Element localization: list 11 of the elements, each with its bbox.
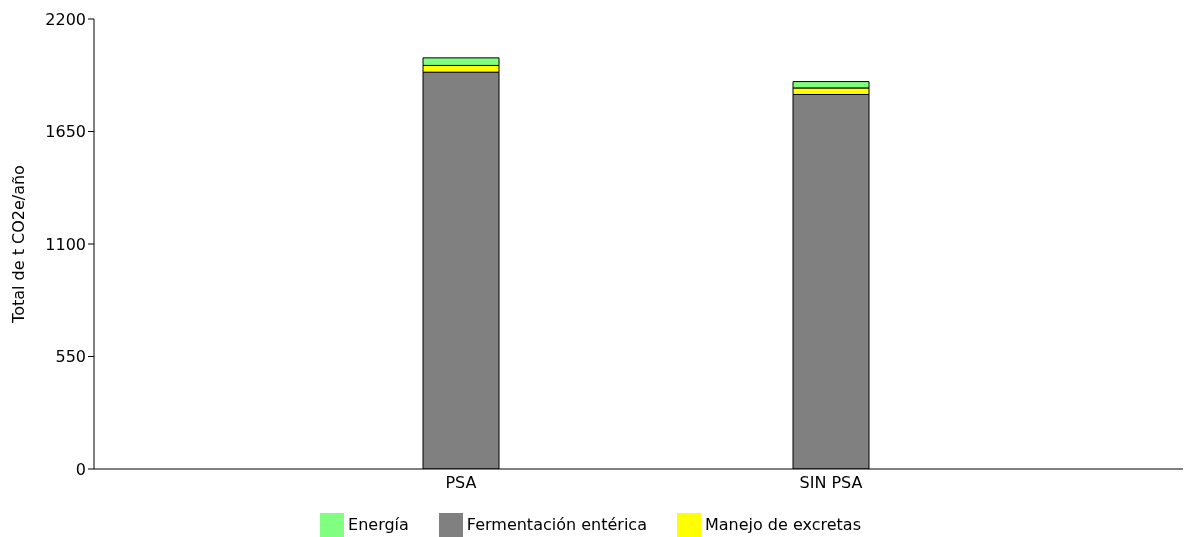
legend-label: Manejo de excretas xyxy=(704,514,861,534)
x-tick-label: PSA xyxy=(445,473,477,493)
legend-label: Energía xyxy=(348,514,409,534)
legend-label: Fermentación entérica xyxy=(466,514,647,534)
y-tick-label: 0 xyxy=(75,459,86,479)
y-tick-label: 2200 xyxy=(45,9,86,29)
x-tick-label: SIN PSA xyxy=(799,473,863,493)
y-tick-label: 1650 xyxy=(45,122,86,142)
y-tick-label: 550 xyxy=(55,347,86,367)
y-tick-label: 1100 xyxy=(45,234,86,254)
y-axis-title: Total de t CO2e/año xyxy=(8,165,28,324)
